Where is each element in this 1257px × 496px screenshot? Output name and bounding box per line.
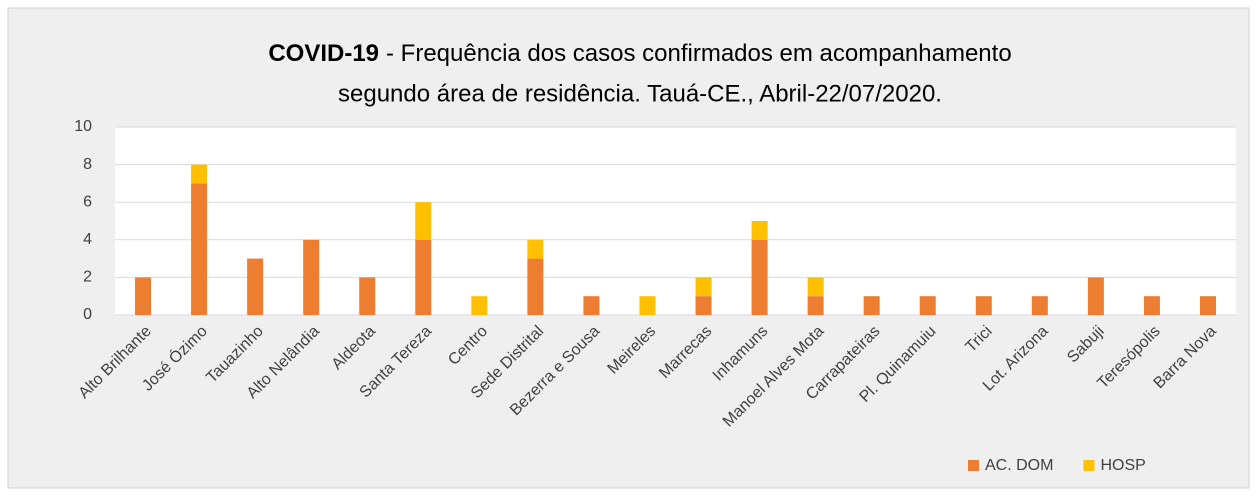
bar-segment — [807, 296, 824, 315]
bar-segment — [527, 258, 544, 315]
bar-segment — [247, 258, 264, 315]
bar-segment — [135, 277, 152, 315]
y-tick-label: 6 — [83, 193, 92, 210]
bar-segment — [471, 296, 488, 315]
bar-segment — [1031, 296, 1048, 315]
bar-segment — [583, 296, 600, 315]
title-line: - Frequência dos casos confirmados em ac… — [386, 40, 1012, 67]
title-lead: COVID-19 — [268, 40, 379, 67]
legend-swatch — [968, 460, 979, 471]
bar-segment — [527, 239, 544, 259]
bar-segment — [863, 296, 880, 315]
y-tick-label: 2 — [83, 269, 92, 286]
bar-segment — [695, 296, 712, 315]
y-tick-label: 0 — [83, 306, 92, 323]
bar-segment — [751, 239, 768, 315]
chart-title: segundo área de residência. Tauá-CE., Ab… — [338, 80, 942, 107]
bar-segment — [191, 164, 208, 184]
bar-segment — [415, 239, 432, 315]
bar-segment — [303, 239, 320, 315]
bar-segment — [975, 296, 992, 315]
y-tick-label: 4 — [83, 231, 92, 248]
bar-segment — [639, 296, 656, 315]
chart-title: COVID-19 - Frequência dos casos confirmad… — [268, 40, 1011, 67]
bar-segment — [415, 202, 432, 240]
bar-segment — [359, 277, 376, 315]
bar-segment — [807, 277, 824, 297]
legend-label: AC. DOM — [985, 457, 1053, 474]
bar-segment — [1087, 277, 1104, 315]
legend-label: HOSP — [1100, 457, 1145, 474]
bar-segment — [919, 296, 936, 315]
y-tick-label: 8 — [83, 156, 92, 173]
legend-swatch — [1083, 460, 1095, 471]
bar-segment — [1143, 296, 1160, 315]
y-tick-label: 10 — [74, 118, 92, 135]
bar-segment — [751, 221, 768, 240]
bar-segment — [1199, 296, 1216, 315]
bar-segment — [695, 277, 712, 297]
bar-segment — [191, 183, 208, 315]
plot-area — [115, 127, 1236, 315]
